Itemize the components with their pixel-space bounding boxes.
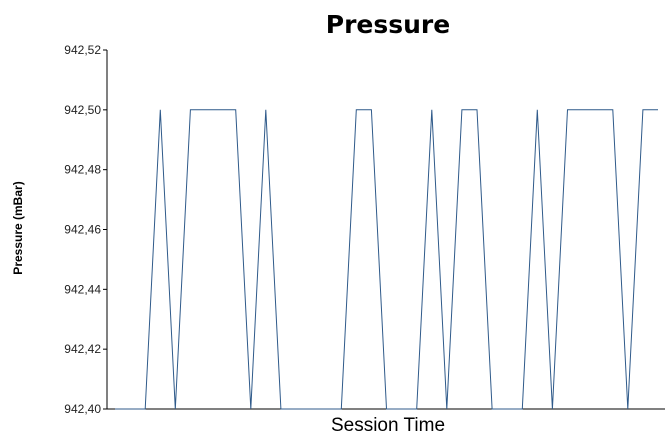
- series-group: [115, 109, 658, 410]
- y-tick-label: 942,44: [64, 282, 101, 296]
- y-axis-label: Pressure (mBar): [11, 181, 25, 274]
- y-tick-label: 942,46: [64, 223, 101, 237]
- y-tick-label: 942,52: [64, 43, 101, 57]
- x-axis-label: Session Time: [331, 415, 445, 433]
- pressure-series-line: [115, 109, 658, 410]
- y-tick-label: 942,50: [64, 103, 101, 117]
- y-ticks: 942,52 942,50 942,48 942,46 942,44 942,42 942,…: [64, 43, 107, 416]
- y-tick-label: 942,42: [64, 342, 101, 356]
- chart-title: Pressure: [326, 10, 450, 39]
- y-tick-label: 942,48: [64, 163, 101, 177]
- y-tick-label: 942,40: [64, 402, 101, 416]
